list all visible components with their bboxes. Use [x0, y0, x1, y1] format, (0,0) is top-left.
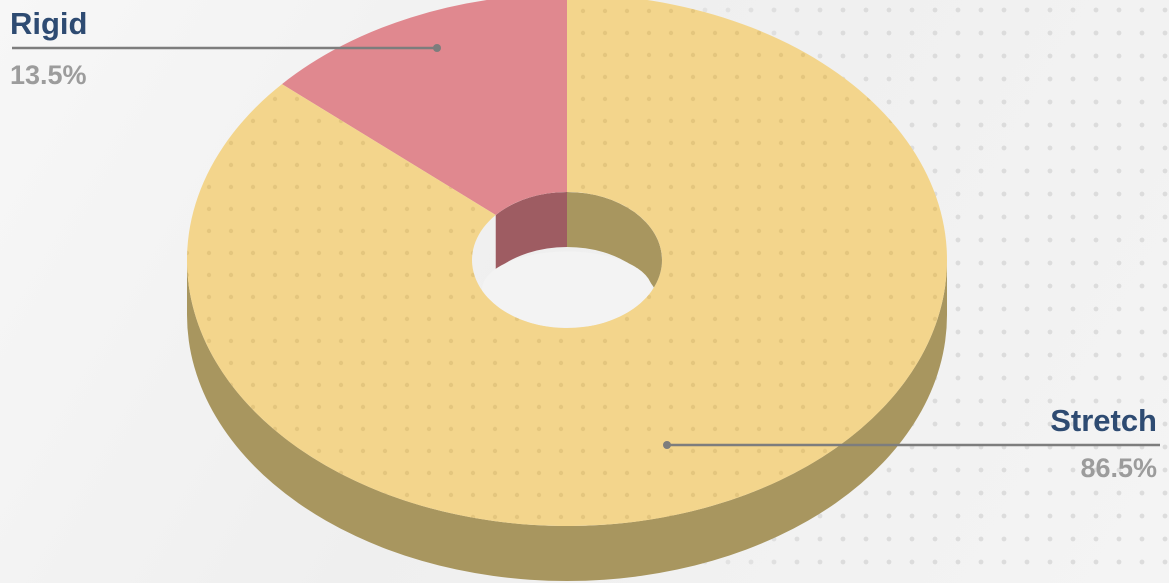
slice-value-stretch: 86.5% [1080, 453, 1157, 483]
slice-label-stretch: Stretch [1050, 403, 1157, 438]
slice-value-rigid: 13.5% [10, 60, 87, 90]
callout-stretch: Stretch 86.5% [1050, 405, 1157, 482]
donut-hole [482, 192, 662, 328]
leader-dot-stretch [663, 441, 671, 449]
slice-rigid [281, 0, 567, 216]
side-wall-stretch [187, 260, 947, 581]
callout-rigid: Rigid 13.5% [10, 8, 88, 89]
leader-dot-rigid [433, 44, 441, 52]
slice-label-rigid: Rigid [10, 6, 88, 41]
slice-texture-stretch [187, 0, 948, 526]
